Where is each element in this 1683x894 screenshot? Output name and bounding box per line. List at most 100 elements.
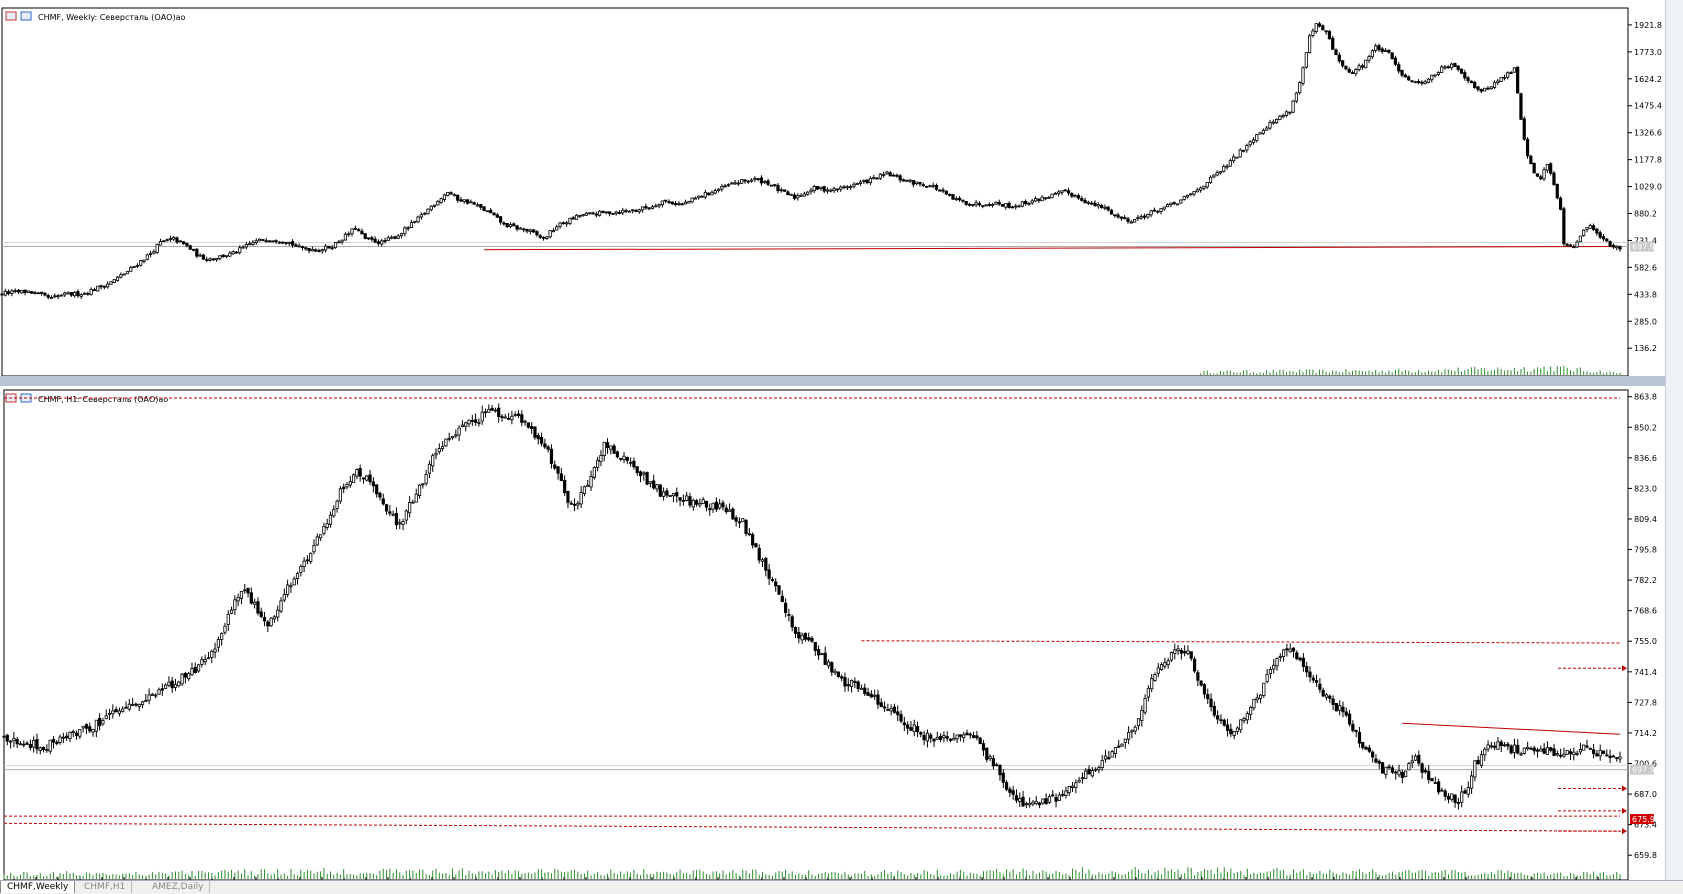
candle: [1486, 86, 1490, 90]
weekly-chart-pane[interactable]: CHMF, Weekly: Северсталь (ОАО)ао 1921.8 17…: [0, 0, 1683, 376]
candle: [1083, 197, 1087, 204]
right-side-panel: [1665, 0, 1683, 880]
candle: [1133, 219, 1137, 223]
candle: [429, 205, 433, 212]
candle: [49, 295, 54, 299]
candle: [1163, 657, 1167, 669]
candle: [665, 487, 669, 498]
candle: [858, 179, 863, 186]
candle: [358, 464, 362, 482]
candle: [607, 211, 612, 217]
candle: [246, 587, 250, 598]
candle: [1588, 223, 1592, 229]
candle: [1185, 194, 1190, 199]
candle: [832, 186, 836, 194]
candle: [896, 705, 900, 722]
candle: [132, 266, 136, 268]
candle: [234, 251, 239, 254]
candle: [347, 231, 351, 237]
candle: [899, 710, 903, 724]
candle: [503, 413, 507, 419]
tab-amez-daily[interactable]: AMEZ,Daily: [146, 881, 211, 893]
candle: [734, 515, 738, 527]
hourly-chart-pane[interactable]: CHMF, H1: Северсталь (ОАО)ао 863.8 850.2 83…: [0, 386, 1683, 880]
candle: [1499, 739, 1503, 753]
candle: [743, 179, 747, 184]
candle: [1328, 694, 1332, 703]
candle: [1129, 220, 1133, 224]
candle: [1090, 200, 1094, 206]
candle: [396, 233, 400, 240]
candle: [81, 725, 85, 733]
candle: [229, 606, 234, 615]
candle: [1605, 237, 1609, 243]
candle: [792, 192, 797, 201]
candle: [1070, 781, 1075, 792]
candle: [351, 473, 356, 483]
candle: [376, 239, 381, 247]
candle: [882, 171, 886, 178]
candle: [290, 239, 295, 248]
candle: [1136, 214, 1140, 221]
candle: [13, 288, 17, 294]
pane-separator[interactable]: [0, 376, 1683, 386]
candle: [456, 194, 460, 203]
candle: [1433, 74, 1437, 78]
candle: [515, 224, 519, 232]
candle: [1265, 668, 1269, 684]
candle: [148, 250, 153, 258]
candle: [1506, 741, 1510, 751]
candle: [1608, 240, 1612, 248]
candle: [25, 741, 29, 745]
candle: [1463, 788, 1467, 795]
candle: [703, 189, 707, 200]
candle: [1565, 243, 1569, 247]
candle: [271, 240, 275, 243]
candle: [512, 222, 516, 227]
candle: [66, 291, 70, 295]
candle: [134, 702, 138, 707]
candle: [1466, 75, 1470, 84]
candle: [492, 212, 496, 216]
candle: [981, 204, 985, 209]
candle: [1133, 725, 1137, 735]
candle: [1176, 644, 1180, 656]
candle: [853, 677, 857, 688]
alert-price-tag-label: 675.9: [1632, 815, 1655, 824]
candle: [721, 500, 725, 511]
candle: [1545, 163, 1549, 173]
candle: [370, 235, 374, 242]
candle: [74, 730, 79, 740]
candle: [1305, 661, 1309, 678]
candle: [441, 441, 445, 452]
candle: [825, 187, 830, 194]
candle: [878, 173, 882, 180]
candle: [971, 204, 975, 207]
candle: [1037, 801, 1042, 809]
candle: [281, 241, 285, 245]
candle: [638, 470, 643, 483]
tab-chmf-h1[interactable]: CHMF,H1: [78, 881, 133, 893]
candle: [121, 706, 125, 713]
candle: [279, 597, 283, 614]
candle: [1199, 679, 1203, 687]
candle: [621, 207, 625, 216]
candle: [1555, 750, 1559, 757]
candle: [1592, 743, 1596, 759]
tab-chmf-weekly[interactable]: CHMF,Weekly: [0, 881, 76, 893]
candle: [532, 229, 536, 233]
candle: [3, 288, 7, 297]
candle: [987, 202, 991, 207]
candle: [612, 443, 616, 454]
candle: [1179, 647, 1183, 660]
candle: [1087, 765, 1091, 775]
candle: [803, 632, 808, 642]
candle: [1284, 110, 1289, 118]
candle: [945, 731, 949, 742]
y-tick-label: 582.6: [1634, 263, 1657, 272]
y-tick-label: 285.0: [1634, 317, 1657, 326]
candle: [957, 195, 962, 202]
candle: [403, 226, 407, 237]
candle: [737, 517, 742, 529]
candle: [1367, 54, 1371, 64]
